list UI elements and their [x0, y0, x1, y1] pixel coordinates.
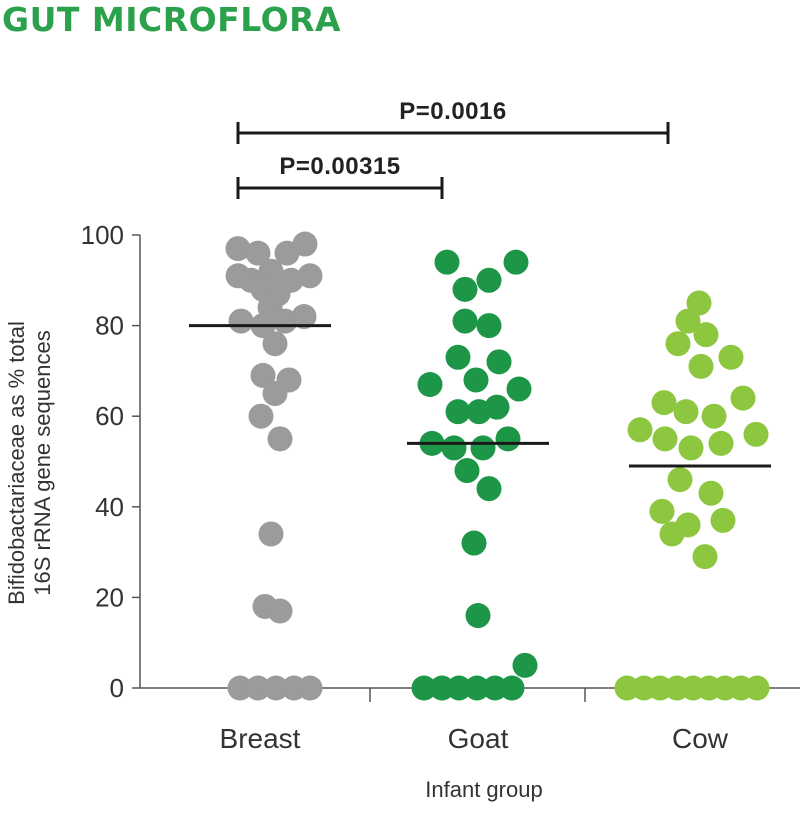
p-value-label-breast-cow: P=0.0016	[399, 98, 506, 125]
point-cow-22	[692, 544, 718, 570]
point-cow-18	[649, 498, 675, 524]
point-goat-3	[452, 276, 478, 302]
point-goat-17	[470, 435, 496, 461]
point-cow-20	[710, 507, 736, 533]
y-tick-label-60: 60	[95, 401, 124, 431]
point-cow-9	[701, 403, 727, 429]
point-goat-5	[452, 308, 478, 334]
chart-title: GUT MICROFLORA	[2, 0, 342, 39]
point-goat-4	[476, 267, 502, 293]
point-breast-13	[228, 308, 254, 334]
point-breast-4	[292, 231, 318, 257]
point-cow-2	[675, 308, 701, 334]
point-breast-9	[297, 263, 323, 289]
point-goat-8	[486, 349, 512, 375]
point-goat-12	[445, 399, 471, 425]
point-goat-25	[446, 675, 472, 701]
point-breast-21	[248, 403, 274, 429]
point-goat-29	[512, 652, 538, 678]
point-goat-6	[476, 313, 502, 339]
point-goat-11	[506, 376, 532, 402]
y-tick-label-100: 100	[81, 220, 124, 250]
point-cow-5	[718, 344, 744, 370]
point-goat-26	[464, 675, 490, 701]
point-goat-21	[461, 530, 487, 556]
point-cow-10	[730, 385, 756, 411]
y-tick-label-20: 20	[95, 582, 124, 612]
point-breast-22	[267, 426, 293, 452]
point-cow-31	[744, 675, 770, 701]
median-lines	[189, 324, 771, 468]
point-goat-1	[434, 249, 460, 275]
point-cow-3	[693, 322, 719, 348]
point-cow-13	[678, 435, 704, 461]
point-breast-1	[225, 236, 251, 262]
point-goat-18	[495, 426, 521, 452]
point-cow-15	[743, 421, 769, 447]
y-tick-label-80: 80	[95, 311, 124, 341]
point-cow-7	[651, 390, 677, 416]
y-axis-title: Bifidobactariaceae as % total 16S rRNA g…	[4, 321, 55, 605]
p-value-label-breast-goat: P=0.00315	[279, 153, 400, 180]
point-breast-18	[250, 362, 276, 388]
point-breast-26	[227, 675, 253, 701]
significance-brackets: P=0.0016 P=0.00315	[236, 98, 670, 199]
point-breast-28	[263, 675, 289, 701]
point-goat-2	[503, 249, 529, 275]
y-axis-title-line-1: Bifidobactariaceae as % total	[4, 321, 29, 605]
point-breast-15	[272, 308, 298, 334]
point-goat-22	[465, 603, 491, 629]
y-tick-label-40: 40	[95, 492, 124, 522]
point-goat-20	[476, 476, 502, 502]
point-breast-27	[245, 675, 271, 701]
point-breast-30	[297, 675, 323, 701]
point-cow-1	[686, 290, 712, 316]
point-cow-16	[667, 467, 693, 493]
point-cow-8	[673, 399, 699, 425]
x-tick-label-goat: Goat	[448, 723, 509, 754]
point-goat-23	[411, 675, 437, 701]
data-points	[225, 231, 770, 701]
point-goat-28	[499, 675, 525, 701]
point-breast-23	[258, 521, 284, 547]
point-goat-16	[441, 435, 467, 461]
point-breast-2	[245, 240, 271, 266]
point-cow-17	[698, 480, 724, 506]
x-tick-label-breast: Breast	[220, 723, 301, 754]
point-cow-11	[627, 417, 653, 443]
point-cow-21	[659, 521, 685, 547]
point-goat-14	[484, 394, 510, 420]
x-axis-title: Infant group	[425, 777, 542, 802]
x-tick-label-cow: Cow	[672, 723, 729, 754]
point-breast-20	[262, 381, 288, 407]
point-goat-19	[454, 458, 480, 484]
point-cow-4	[665, 331, 691, 357]
point-breast-16	[291, 304, 317, 330]
point-cow-14	[708, 430, 734, 456]
point-breast-17	[262, 331, 288, 357]
point-cow-12	[652, 426, 678, 452]
y-axis-title-line-2: 16S rRNA gene sequences	[30, 330, 55, 595]
point-goat-10	[417, 371, 443, 397]
point-breast-25	[267, 598, 293, 624]
y-tick-label-0: 0	[110, 673, 124, 703]
point-goat-7	[445, 344, 471, 370]
point-goat-9	[463, 367, 489, 393]
point-cow-6	[688, 353, 714, 379]
